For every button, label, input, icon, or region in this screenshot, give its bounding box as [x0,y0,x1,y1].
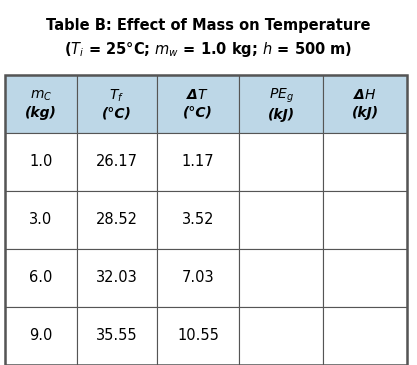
Text: 6.0: 6.0 [29,270,53,285]
Bar [323,75,407,133]
Bar [157,191,239,249]
Bar [77,133,157,191]
Bar [323,307,407,365]
Bar [239,307,323,365]
Bar [5,191,77,249]
Bar [323,191,407,249]
Text: 7.03: 7.03 [182,270,214,285]
Text: 3.52: 3.52 [182,212,214,227]
Text: $PE_g$
(kJ): $PE_g$ (kJ) [267,86,294,122]
Bar [5,249,77,307]
Text: 28.52: 28.52 [96,212,138,227]
Text: 9.0: 9.0 [29,328,53,343]
Text: Table B: Effect of Mass on Temperature: Table B: Effect of Mass on Temperature [46,18,371,33]
Text: 10.55: 10.55 [177,328,219,343]
Bar [157,133,239,191]
Bar [77,307,157,365]
Bar [157,249,239,307]
Bar [239,249,323,307]
Bar [157,307,239,365]
Text: $m_C$
(kg): $m_C$ (kg) [25,88,57,120]
Bar [5,75,77,133]
Text: ($T_i$ = 25°C; $m_w$ = 1.0 kg; $h$ = 500 m): ($T_i$ = 25°C; $m_w$ = 1.0 kg; $h$ = 500… [64,40,353,59]
Text: 3.0: 3.0 [29,212,53,227]
Text: 1.0: 1.0 [29,154,53,169]
Text: 32.03: 32.03 [96,270,138,285]
Bar [5,133,77,191]
Bar [77,191,157,249]
Bar [239,133,323,191]
Text: 26.17: 26.17 [96,154,138,169]
Bar [5,307,77,365]
Text: Δ$H$
(kJ): Δ$H$ (kJ) [352,88,379,120]
Bar [157,75,239,133]
Bar [77,75,157,133]
Bar [5,75,407,365]
Bar [323,249,407,307]
Bar [239,75,323,133]
Text: 1.17: 1.17 [182,154,214,169]
Bar [239,191,323,249]
Text: Δ$T$
(°C): Δ$T$ (°C) [183,88,213,120]
Text: $T_f$
(°C): $T_f$ (°C) [102,87,132,121]
Bar [77,249,157,307]
Text: 35.55: 35.55 [96,328,138,343]
Bar [323,133,407,191]
